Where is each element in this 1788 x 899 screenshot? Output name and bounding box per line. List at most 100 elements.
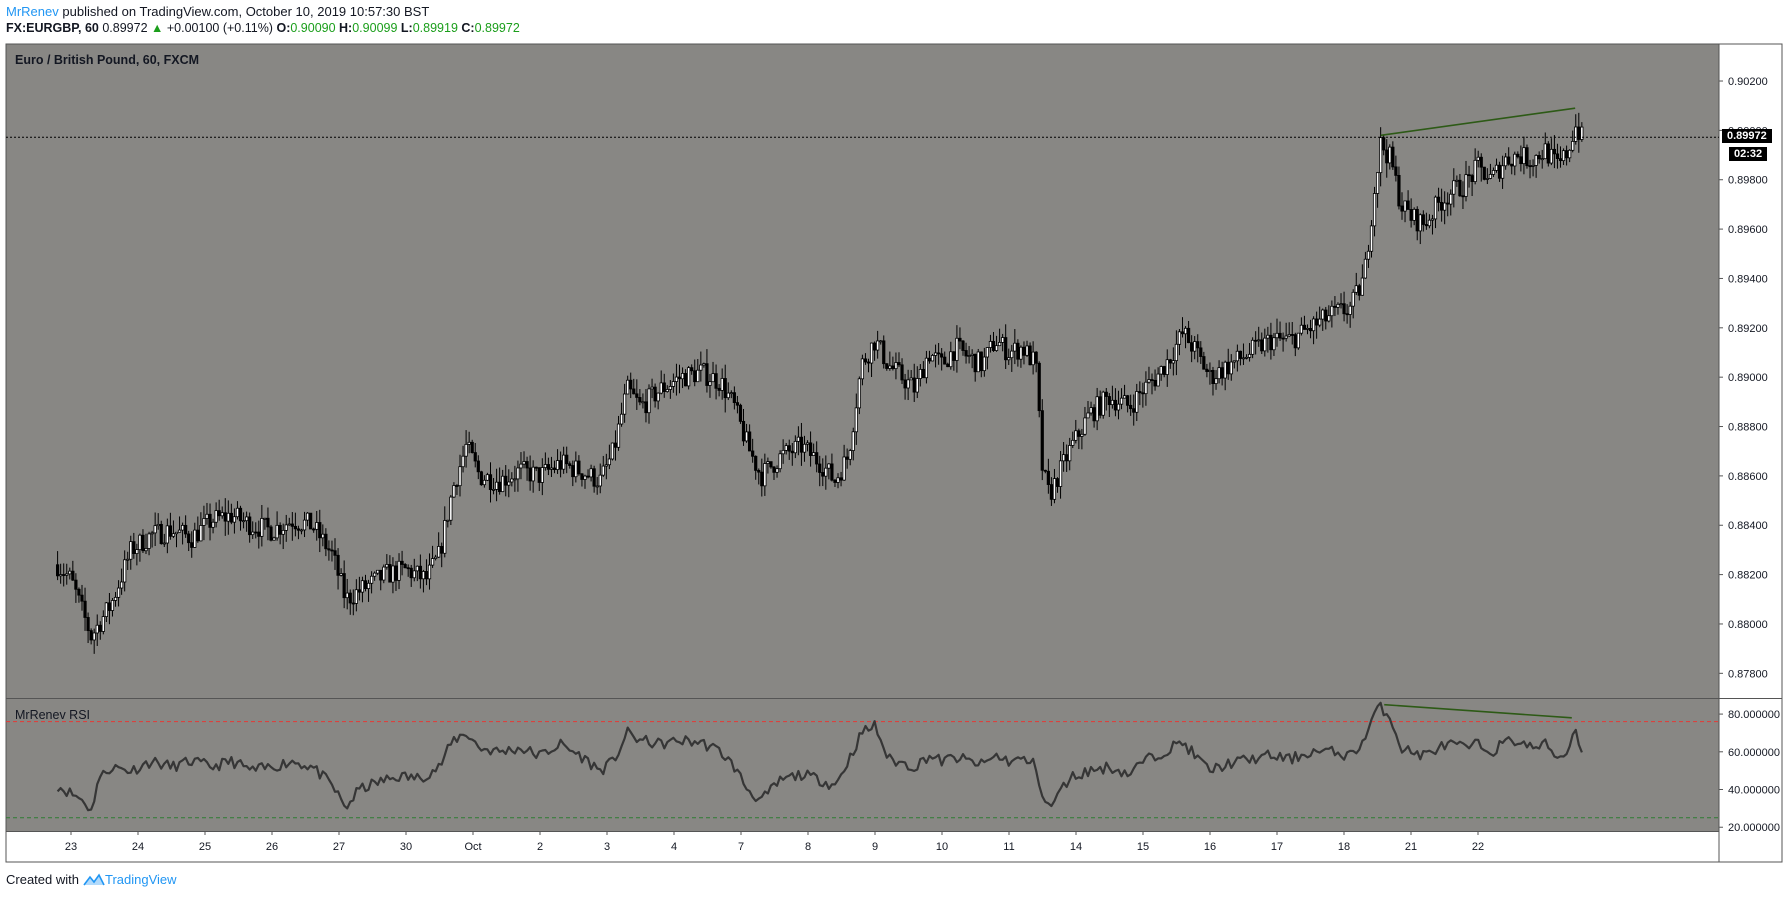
candle-body [888,365,892,369]
candle-body [559,460,563,470]
candle-body [281,529,285,535]
candle-body [1165,359,1169,375]
candle-body [278,524,282,535]
candle-body [1311,318,1316,332]
rsi-pane-background[interactable] [6,699,1719,831]
candle-body [1119,397,1124,405]
candle-body [1406,200,1410,210]
candle-body [772,466,776,473]
candle-body [1116,403,1121,411]
candle-body [68,570,72,575]
tradingview-link[interactable]: TradingView [83,872,177,887]
candle-body [452,485,456,498]
candle-body [159,523,163,544]
candle-body [1010,350,1014,359]
candle-body [1046,470,1050,485]
candle-body [531,466,535,482]
candle-body [516,467,520,480]
candle-body [1101,391,1105,416]
candle-body [461,455,465,468]
candle-body [1555,153,1560,160]
candle-body [290,523,294,527]
candle-body [1430,218,1435,221]
candle-body [1357,285,1361,296]
candle-body [994,345,999,351]
candle-body [1452,180,1456,195]
candle-body [321,533,325,539]
candle-body [784,445,788,451]
candle-body [574,460,578,478]
candle-body [577,460,581,475]
symbol-label: FX:EURGBP, 60 [6,21,99,35]
candle-body [812,452,816,456]
candle-body [629,379,633,390]
candle-body [1366,250,1371,260]
candle-body [403,564,407,569]
candle-body [933,352,938,356]
candle-body [1001,337,1005,343]
candle-body [775,468,779,473]
rsi-scale-area[interactable] [1719,699,1782,831]
candle-body [650,386,654,390]
candle-body [885,363,889,369]
time-tick-label: 26 [266,841,278,853]
time-tick-label: 10 [936,841,948,853]
candle-body [379,569,383,581]
candle-body [915,378,919,393]
candle-body [1141,392,1145,395]
candle-body [808,442,813,456]
candle-body [351,602,355,605]
candle-body [1342,303,1346,315]
rsi-pane-title: MrRenev RSI [15,708,90,722]
candle-body [1132,408,1136,413]
candle-body [1150,379,1154,381]
time-tick-label: 30 [400,841,412,853]
rsi-axis: 80.000000 60.000000 40.000000 20.000000 [1719,709,1780,834]
candle-body [1482,166,1486,180]
candle-body [1171,360,1175,364]
candle-body [1235,350,1239,362]
candle-body [924,357,929,379]
price-change: +0.00100 (+0.11%) [166,21,273,35]
candle-body [854,407,858,433]
candle-body [208,513,212,528]
author-link[interactable]: MrRenev [6,4,59,19]
candle-body [1382,137,1386,151]
candle-body [1561,150,1566,162]
candle-body [470,441,474,453]
candle-body [245,516,249,522]
candle-body [1528,165,1532,168]
candle-body [430,558,435,566]
candle-body [1071,439,1075,446]
candle-body [647,388,651,414]
candle-body [997,341,1002,347]
candle-body [918,368,922,379]
candle-body [1122,395,1127,399]
candle-body [238,507,243,522]
candle-body [754,455,758,471]
candle-body [562,454,566,470]
candle-body [226,512,230,522]
candle-body [592,468,596,487]
candle-body [177,529,182,533]
candle-body [1571,141,1575,151]
time-tick-label: 24 [132,841,144,853]
candle-body [674,376,679,382]
candle-body [217,510,221,517]
candle-body [1110,399,1114,406]
candle-body [1168,359,1172,364]
candle-body [296,528,301,531]
candle-body [202,518,206,526]
price-divergence-trendline[interactable] [1380,107,1576,137]
candle-body [1266,334,1270,339]
close-label: C: [461,21,475,35]
candle-body [1278,332,1282,339]
candle-body [193,529,197,548]
candle-body [1513,153,1517,167]
rsi-divergence-trendline[interactable] [1384,703,1572,719]
candle-body [1470,175,1474,182]
candle-body [1369,225,1374,252]
candle-body [607,458,611,466]
candle-body [1083,417,1087,435]
